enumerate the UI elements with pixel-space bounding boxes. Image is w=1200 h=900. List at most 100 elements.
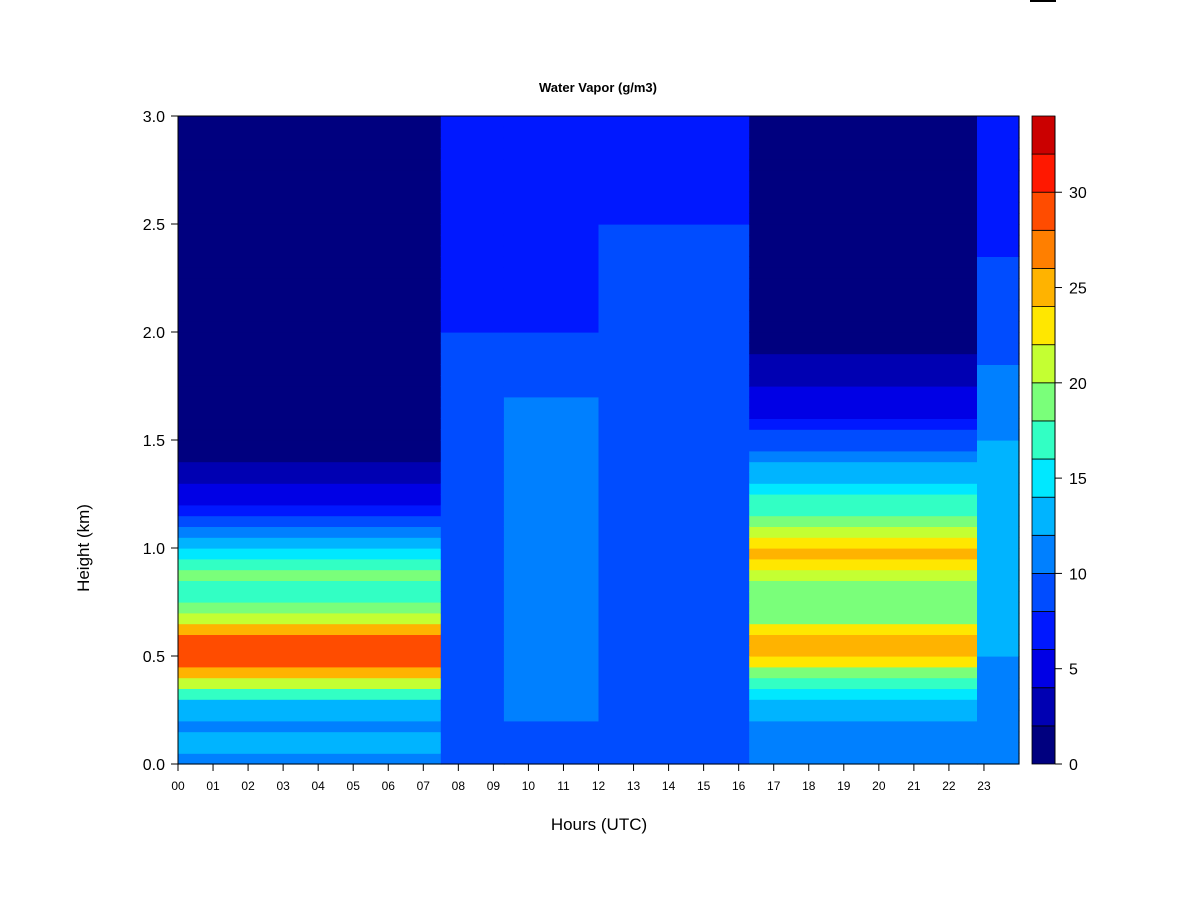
heatmap-cell [749, 472, 978, 484]
heatmap-cell [598, 202, 750, 214]
heatmap-cell [598, 548, 750, 560]
heatmap-cell [178, 342, 442, 355]
heatmap-cell [977, 504, 1020, 517]
heatmap-cell [178, 202, 442, 214]
heatmap-cell [977, 515, 1020, 527]
heatmap-cell [178, 440, 442, 452]
heatmap-cell [440, 288, 505, 301]
heatmap-cell [749, 483, 978, 495]
x-tick-label: 12 [592, 779, 606, 793]
heatmap-cell [503, 332, 600, 344]
heatmap-cell [178, 677, 442, 689]
heatmap-cell [178, 634, 442, 646]
heatmap-cell [598, 418, 750, 430]
heatmap-cell [977, 494, 1020, 506]
heatmap-cell [440, 580, 505, 592]
heatmap-cell [598, 666, 750, 679]
heatmap-cell [977, 645, 1020, 657]
heatmap-cell [749, 537, 978, 549]
heatmap-cell [440, 504, 505, 517]
colorbar-swatch [1031, 344, 1056, 384]
heatmap-cell [440, 515, 505, 527]
heatmap-cell [977, 720, 1020, 733]
heatmap-cell [178, 710, 442, 722]
heatmap-cell [598, 148, 750, 160]
heatmap-cell [749, 148, 978, 160]
heatmap-cell [749, 731, 978, 743]
heatmap-cell [440, 440, 505, 452]
heatmap-cell [503, 720, 600, 733]
heatmap-cell [178, 137, 442, 149]
heatmap-cell [977, 753, 1020, 765]
y-tick-label: 0.5 [143, 649, 165, 666]
heatmap-cell [178, 180, 442, 193]
heatmap-cell [178, 375, 442, 387]
heatmap-cell [503, 569, 600, 581]
heatmap-cell [440, 710, 505, 722]
heatmap-cell [977, 710, 1020, 722]
heatmap-cell [503, 137, 600, 149]
heatmap-cell [749, 407, 978, 419]
heatmap-cell [977, 548, 1020, 560]
heatmap-cell [749, 710, 978, 722]
heatmap-cell [749, 548, 978, 560]
heatmap-cell [503, 450, 600, 463]
heatmap-cell [598, 558, 750, 571]
heatmap-cell [598, 580, 750, 592]
heatmap-cell [178, 429, 442, 441]
heatmap-cell [503, 407, 600, 419]
heatmap-cell [977, 202, 1020, 214]
heatmap-cell [977, 537, 1020, 549]
heatmap-cell [503, 418, 600, 430]
heatmap-cell [503, 656, 600, 668]
heatmap-cell [503, 234, 600, 247]
heatmap-cell [749, 245, 978, 257]
heatmap-cell [977, 569, 1020, 581]
heatmap-cell [440, 731, 505, 743]
colorbar-swatch [1031, 268, 1056, 307]
heatmap-cell [977, 580, 1020, 592]
heatmap-cell [178, 742, 442, 754]
heatmap-cell [440, 234, 505, 247]
heatmap-cell [178, 612, 442, 625]
heatmap-cell [440, 461, 505, 473]
heatmap-cell [977, 256, 1020, 268]
heatmap-cell [749, 213, 978, 225]
heatmap-cell [598, 191, 750, 203]
heatmap-cell [440, 386, 505, 398]
heatmap-cell [977, 234, 1020, 247]
heatmap-cell [503, 159, 600, 171]
heatmap-cell [178, 213, 442, 225]
x-tick-label: 13 [627, 779, 641, 793]
heatmap-cell [749, 515, 978, 527]
x-tick-label: 10 [522, 779, 536, 793]
x-tick-label: 06 [382, 779, 396, 793]
heatmap-field [178, 116, 1020, 765]
heatmap-cell [178, 591, 442, 603]
heatmap-cell [440, 375, 505, 387]
y-tick-label: 0.0 [143, 757, 165, 774]
heatmap-cell [749, 742, 978, 754]
heatmap-cell [598, 180, 750, 193]
heatmap-cell [977, 332, 1020, 344]
heatmap-cell [598, 396, 750, 409]
heatmap-cell [977, 245, 1020, 257]
heatmap-cell [977, 310, 1020, 322]
heatmap-cell [503, 213, 600, 225]
heatmap-cell [598, 461, 750, 473]
heatmap-cell [503, 623, 600, 635]
heatmap-cell [598, 288, 750, 301]
y-tick-label: 3.0 [143, 109, 165, 126]
heatmap-cell [598, 429, 750, 441]
heatmap-cell [977, 116, 1020, 128]
heatmap-cell [977, 634, 1020, 646]
heatmap-cell [440, 364, 505, 376]
heatmap-cell [749, 191, 978, 203]
y-tick-label: 2.0 [143, 325, 165, 342]
heatmap-cell [440, 569, 505, 581]
heatmap-cell [977, 321, 1020, 333]
heatmap-cell [749, 591, 978, 603]
colorbar-tick-label: 25 [1069, 281, 1087, 298]
heatmap-cell [598, 472, 750, 484]
